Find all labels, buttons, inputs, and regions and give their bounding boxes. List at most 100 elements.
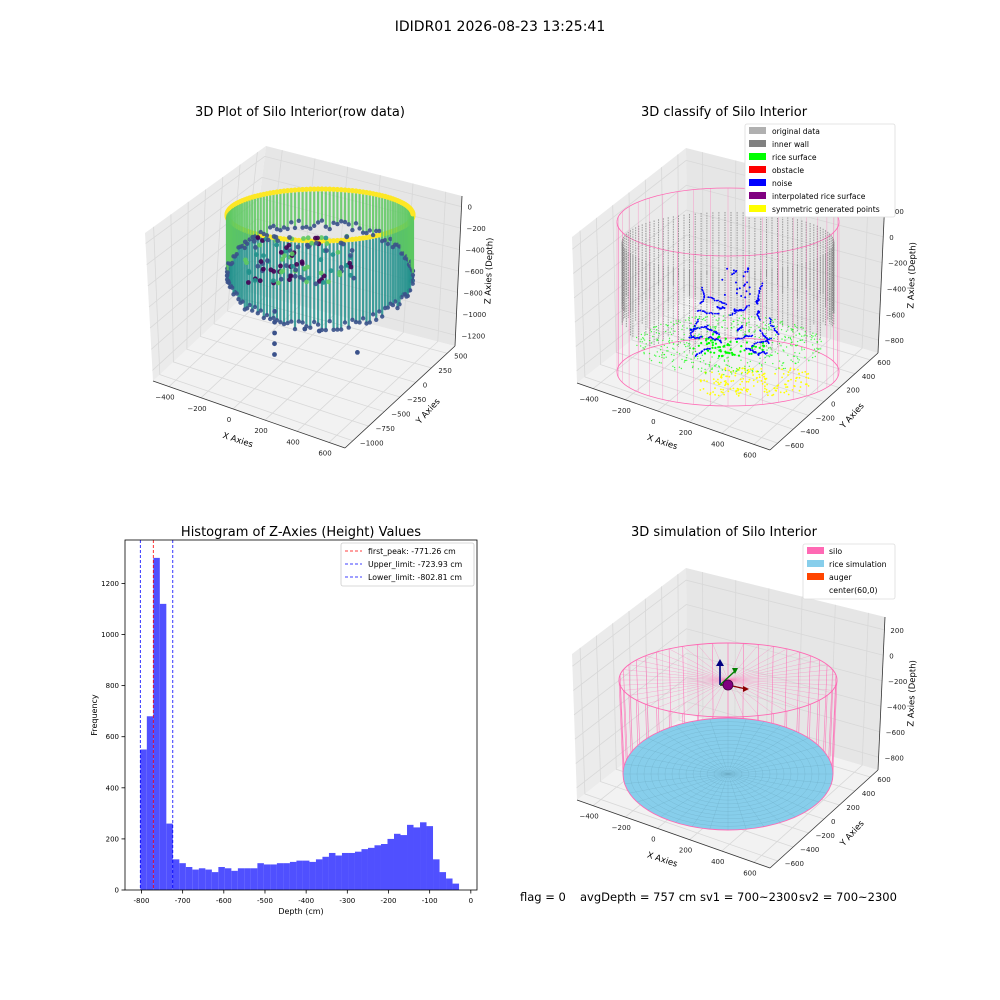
- cls-symmetric-point: [772, 393, 775, 396]
- cls-rice-surface-point: [635, 336, 638, 339]
- raw-y-tick: 250: [438, 367, 451, 375]
- cls-noise-point: [773, 327, 776, 330]
- cls-rice-surface-point: [792, 360, 794, 363]
- cls-noise-point: [735, 269, 738, 272]
- cls-rice-surface-point: [697, 368, 700, 370]
- cls-rice-surface-point: [715, 364, 717, 366]
- cls-symmetric-point: [797, 368, 799, 371]
- raw-wall-top-point: [315, 186, 321, 192]
- cls-rice-surface-point: [796, 344, 798, 346]
- cls-rice-surface-point: [802, 327, 804, 329]
- cls-rice-surface-point: [692, 351, 694, 353]
- hist-bar: [394, 833, 401, 890]
- cls-grid-x: [689, 177, 803, 423]
- raw-z-tick: −1000: [463, 311, 487, 319]
- cls-z-tick: −200: [888, 260, 907, 268]
- raw-wall-top-point: [307, 186, 313, 192]
- sim-legend-swatch: [807, 560, 824, 567]
- raw-wall-bottom-point: [350, 227, 355, 233]
- raw-interior-point: [287, 235, 292, 240]
- hist-x-tick-label: 0: [469, 897, 473, 905]
- cls-symmetric-point: [702, 388, 705, 390]
- cls-rice-surface-point: [804, 331, 806, 333]
- raw-wall-bottom-point: [380, 314, 385, 319]
- cls-rice-surface-point: [666, 325, 669, 327]
- cls-rice-surface-point: [660, 345, 662, 348]
- raw-wall-bottom-point: [255, 311, 260, 316]
- cls-noise-point: [758, 292, 761, 294]
- cls-symmetric-point: [717, 378, 719, 381]
- cls-rice-surface-point: [698, 317, 701, 320]
- raw-z-tick: −600: [465, 268, 484, 276]
- cls-noise-point: [757, 298, 760, 301]
- raw-interior-point: [246, 270, 252, 276]
- hist-bar: [341, 852, 349, 890]
- cls-rice-surface-point: [746, 362, 749, 364]
- cls-rice-surface-point: [648, 352, 651, 355]
- cls-noise-point: [710, 296, 713, 299]
- cls-rice-surface-point: [683, 333, 685, 336]
- cls-rice-surface-point: [806, 335, 808, 337]
- cls-rice-surface-point: [787, 336, 790, 339]
- cls-noise-point: [706, 347, 709, 350]
- cls-rice-surface-point: [665, 324, 667, 326]
- cls-symmetric-point: [760, 379, 763, 382]
- sim-silo-wire: [628, 664, 633, 751]
- raw-wall-bottom-point: [357, 320, 362, 325]
- cls-noise-point: [766, 352, 768, 354]
- cls-rice-surface-point: [692, 365, 694, 367]
- cls-symmetric-point: [773, 387, 776, 390]
- cls-rice-surface-point: [771, 354, 773, 356]
- cls-rice-surface-point: [740, 329, 742, 331]
- cls-rice-surface-point: [801, 349, 803, 351]
- raw-y-tick: −750: [376, 425, 395, 433]
- cls-noise-point: [719, 300, 721, 303]
- sim-grid-z: [572, 579, 885, 667]
- footer-avg-depth: avgDepth = 757 cm: [580, 890, 696, 904]
- raw-wall-bottom-point: [335, 327, 340, 332]
- cls-noise-point: [756, 341, 759, 344]
- sim-silo-wire: [618, 679, 624, 775]
- cls-rice-surface-point: [649, 358, 651, 360]
- cls-symmetric-point: [760, 368, 763, 370]
- sim-silo-wire: [816, 659, 820, 744]
- sim-z-tick: −800: [885, 754, 904, 762]
- raw-wall-bottom-point: [224, 277, 230, 282]
- cls-rice-surface-point: [762, 344, 765, 347]
- raw-interior-point: [324, 248, 329, 254]
- sim-silo-roof-spoke: [727, 679, 787, 712]
- cls-symmetric-point: [713, 382, 715, 384]
- cls-noise-point: [766, 339, 769, 341]
- sim-x-tick: 200: [679, 847, 692, 855]
- cls-noise-point: [696, 353, 699, 355]
- hist-legend-label: Upper_limit: -723.93 cm: [368, 560, 462, 569]
- cls-noise-point: [753, 343, 756, 345]
- cls-noise-point: [704, 311, 706, 313]
- cls-symmetric-point: [737, 394, 740, 397]
- raw-interior-point: [323, 235, 329, 241]
- sim-x-axis-line: [576, 799, 771, 869]
- sim-legend-swatch: [807, 573, 824, 580]
- cls-rice-surface-point: [723, 344, 726, 347]
- cls-symmetric-point: [807, 377, 810, 379]
- cls-symmetric-point: [801, 371, 804, 374]
- sim-axis-arrowhead: [743, 686, 749, 692]
- cls-legend-label: rice surface: [772, 153, 817, 162]
- hist-x-tick-label: -100: [422, 897, 438, 905]
- raw-wall-bottom-point: [227, 284, 233, 290]
- hist-y-tick-label: 1200: [101, 580, 119, 588]
- cls-rice-surface-point: [724, 319, 726, 322]
- cls-noise-point: [713, 299, 716, 302]
- cls-grid-y: [661, 167, 856, 375]
- raw-outlier-point: [316, 328, 322, 334]
- cls-rice-surface-point: [691, 316, 693, 318]
- cls-rice-surface-point: [671, 360, 674, 363]
- raw-interior-point: [287, 277, 292, 283]
- cls-symmetric-point: [732, 387, 735, 390]
- raw-interior-point: [344, 234, 350, 240]
- cls-symmetric-point: [746, 390, 748, 393]
- cls-rice-surface-point: [748, 321, 750, 323]
- cls-symmetric-point: [781, 376, 783, 379]
- cls-rice-surface-point: [761, 365, 763, 367]
- cls-rice-surface-point: [636, 344, 638, 347]
